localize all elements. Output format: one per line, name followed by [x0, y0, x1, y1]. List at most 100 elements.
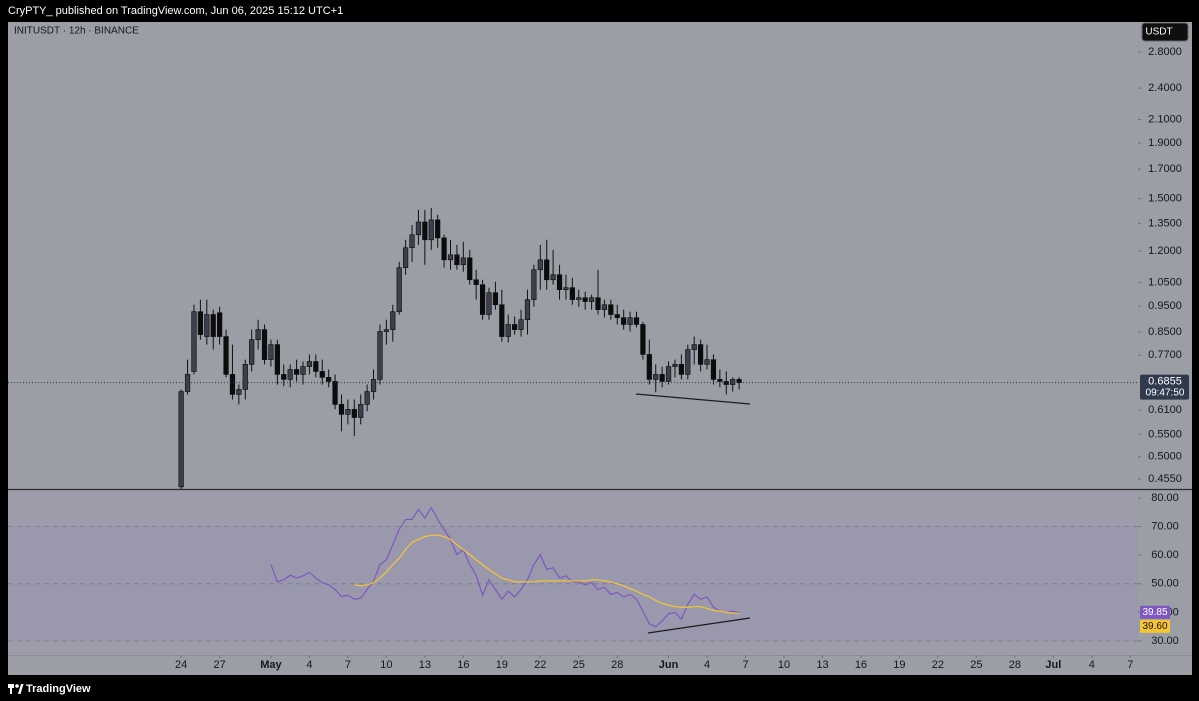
candle-body [492, 292, 499, 306]
candle-body [396, 267, 402, 313]
x-tick-label: 13 [419, 659, 431, 671]
candle-body [268, 344, 274, 360]
rsi-line [270, 506, 740, 628]
candle-body [403, 247, 409, 268]
y-tick-label: 1.9000 [1148, 137, 1182, 149]
y-tick-label: 70.00 [1151, 521, 1179, 533]
y-tick-label: 0.6100 [1148, 404, 1182, 416]
candle-body [556, 274, 563, 291]
footer-logo [8, 684, 24, 694]
x-tick-label: 4 [306, 659, 312, 671]
candle-body [646, 354, 652, 380]
candle-body [210, 314, 216, 337]
symbol-title: INITUSDT · 12h · BINANCE [14, 26, 139, 37]
candle-body [358, 404, 364, 418]
x-tick-label: May [260, 659, 282, 671]
rsi-last-box [1140, 605, 1170, 619]
candle-body [313, 361, 319, 372]
candle-body [338, 404, 345, 415]
rsi-last-label: 39.60 [1142, 621, 1167, 632]
y-tick-label: 2.1000 [1148, 113, 1182, 125]
candle-body [415, 221, 422, 236]
y-tick-label: 30.00 [1151, 635, 1179, 647]
y-tick-label: 80.00 [1151, 492, 1179, 504]
candle-body [281, 374, 287, 380]
candle-body [710, 359, 717, 380]
candle-body [332, 381, 338, 405]
candle-body [633, 317, 640, 325]
y-tick-label: 0.5500 [1148, 428, 1182, 440]
x-tick-label: 4 [1089, 659, 1095, 671]
candle-body [447, 254, 454, 261]
x-tick-label: 28 [611, 659, 623, 671]
x-tick-label: Jul [1045, 659, 1061, 671]
x-tick-label: 13 [816, 659, 828, 671]
candle-body [614, 314, 620, 318]
candle-body [691, 344, 697, 350]
candle-body [537, 259, 543, 271]
candle-body [383, 329, 389, 332]
rsi-trend-line [647, 617, 751, 634]
unit-box [1141, 22, 1189, 42]
x-tick-label: 7 [1127, 659, 1133, 671]
candle-body [293, 369, 300, 375]
x-tick-label: 16 [855, 659, 867, 671]
candle-body [191, 311, 197, 372]
y-tick-label: 1.3500 [1148, 217, 1182, 229]
candle-body [454, 254, 460, 266]
candle-body [467, 257, 473, 281]
candle-body [242, 364, 248, 390]
candle-body [672, 364, 678, 367]
candle-body [345, 409, 351, 415]
y-tick-label: 1.0500 [1148, 276, 1182, 288]
candle-body [518, 319, 524, 330]
candle-body [306, 361, 313, 367]
candle-body [608, 304, 614, 315]
candle-body [364, 391, 370, 405]
x-tick-label: 28 [1009, 659, 1021, 671]
y-tick-label: 0.4550 [1148, 473, 1182, 485]
candle-body [390, 311, 396, 330]
y-tick-label: 60.00 [1151, 549, 1179, 561]
x-tick-label: 19 [893, 659, 905, 671]
candle-body [300, 366, 306, 375]
candle-body [479, 284, 486, 315]
x-tick-label: 10 [380, 659, 392, 671]
axes: 24 27 May 4 7 10 13 16 19 22 25 28 Jun 4 7 10 13 16 19 22 25… [175, 46, 1189, 671]
candle-body [512, 324, 518, 330]
candle-body [588, 297, 595, 302]
candle-body [621, 317, 627, 325]
candle-body [640, 324, 646, 355]
candle-body [499, 304, 505, 337]
footer-brand: TradingView [26, 683, 91, 695]
last-price-label: 0.6855 [1148, 376, 1182, 388]
candle-body [178, 391, 184, 488]
x-tick-label: 24 [175, 659, 187, 671]
candle-body [255, 329, 261, 340]
candle-body [229, 374, 236, 395]
y-tick-label: 1.7000 [1148, 163, 1182, 175]
x-tick-label: 16 [457, 659, 469, 671]
y-tick-label: 1.2000 [1148, 245, 1182, 257]
candle-body [319, 371, 325, 378]
y-tick-label: 0.8500 [1148, 326, 1182, 338]
y-tick-label: 0.5000 [1148, 451, 1182, 463]
last-price-box [1140, 374, 1189, 400]
candle-body [236, 389, 242, 395]
candle-body [409, 234, 415, 249]
x-tick-label: 10 [778, 659, 790, 671]
rsi-lines [8, 506, 1138, 642]
y-tick-label: 2.4000 [1148, 82, 1182, 94]
x-tick-label: 27 [214, 659, 226, 671]
candle-body [223, 336, 229, 375]
candle-body [441, 237, 447, 261]
x-tick-label: 19 [496, 659, 508, 671]
candle-body [595, 297, 601, 310]
candle-body [249, 339, 255, 365]
candle-body [653, 374, 659, 380]
x-tick-label: 22 [932, 659, 944, 671]
candle-body [531, 269, 537, 300]
candle-body [659, 374, 665, 382]
